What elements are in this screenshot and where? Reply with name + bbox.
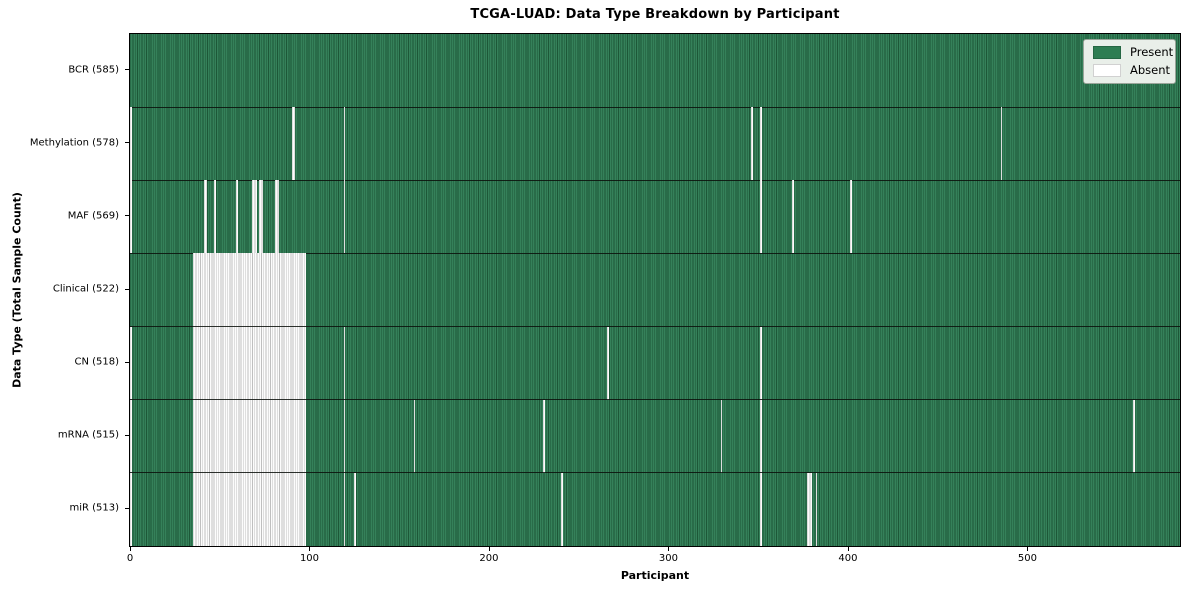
absent-bar (192, 326, 306, 400)
absent-bar (252, 180, 258, 254)
absent-bar (343, 107, 346, 181)
absent-bar (130, 107, 132, 181)
absent-bar (343, 399, 346, 473)
heatmap-plot-area (129, 33, 1181, 547)
x-tick (488, 547, 490, 551)
absent-bar (413, 399, 416, 473)
x-tick (309, 547, 311, 551)
row-separator (130, 472, 1180, 474)
absent-bar (760, 107, 762, 181)
absent-bar (1133, 399, 1136, 473)
y-tick (125, 142, 129, 144)
legend-label: Present (1130, 44, 1174, 59)
x-tick-label: 200 (479, 553, 499, 564)
absent-bar (130, 326, 132, 400)
absent-bar (235, 180, 238, 254)
row-separator (130, 326, 1180, 328)
legend-swatch-absent (1093, 64, 1121, 77)
y-tick (125, 215, 129, 217)
x-tick (847, 547, 849, 551)
absent-bar (792, 180, 795, 254)
absent-bar (560, 472, 563, 546)
absent-bar (203, 180, 208, 254)
absent-bar (343, 180, 346, 254)
absent-bar (343, 326, 346, 400)
y-tick (125, 69, 129, 71)
x-tick-label: 0 (126, 553, 134, 564)
x-tick (668, 547, 670, 551)
absent-bar (130, 180, 132, 254)
x-tick-label: 400 (838, 553, 858, 564)
y-tick (125, 288, 129, 290)
absent-bar (192, 472, 306, 546)
x-tick (1027, 547, 1029, 551)
y-tick-label: Clinical (522) (52, 283, 119, 295)
y-tick-label: BCR (585) (68, 64, 119, 76)
legend: Present Absent (1083, 39, 1176, 84)
absent-bar (806, 472, 813, 546)
absent-bar (214, 180, 217, 254)
legend-entry: Present (1093, 46, 1173, 59)
absent-bar (130, 399, 132, 473)
absent-bar (192, 253, 306, 327)
absent-bar (760, 326, 762, 400)
absent-bar (720, 399, 723, 473)
x-tick-label: 500 (1017, 553, 1037, 564)
absent-bar (192, 399, 306, 473)
absent-bar (607, 326, 610, 400)
absent-bar (849, 180, 852, 254)
absent-bar (751, 107, 753, 181)
absent-bar (760, 180, 762, 254)
legend-entry: Absent (1093, 64, 1170, 77)
absent-bar (1000, 107, 1003, 181)
row-separator (130, 106, 1180, 108)
x-axis-label: Participant (620, 569, 690, 582)
y-tick (125, 507, 129, 509)
legend-swatch-present (1093, 46, 1121, 59)
row-separator (130, 252, 1180, 254)
absent-bar (291, 107, 296, 181)
chart-title: TCGA-LUAD: Data Type Breakdown by Partic… (470, 7, 840, 22)
absent-bar (259, 180, 263, 254)
y-tick-label: CN (518) (74, 356, 119, 368)
y-tick (125, 434, 129, 436)
y-tick-label: Methylation (578) (29, 137, 119, 149)
legend-label: Absent (1130, 62, 1171, 77)
y-tick-label: miR (513) (69, 502, 119, 514)
absent-bar (130, 472, 132, 546)
y-tick-label: MAF (569) (67, 210, 119, 222)
y-tick (125, 361, 129, 363)
absent-bar (542, 399, 545, 473)
absent-bar (343, 472, 346, 546)
absent-bar (760, 472, 762, 546)
absent-bar (815, 472, 818, 546)
absent-bar (354, 472, 357, 546)
x-tick-label: 300 (658, 553, 678, 564)
absent-bar (760, 399, 762, 473)
y-tick-label: mRNA (515) (57, 429, 119, 441)
x-tick-label: 100 (299, 553, 320, 564)
row-separator (130, 399, 1180, 401)
absent-bar (275, 180, 279, 254)
x-tick (130, 547, 131, 551)
row-separator (130, 179, 1180, 181)
